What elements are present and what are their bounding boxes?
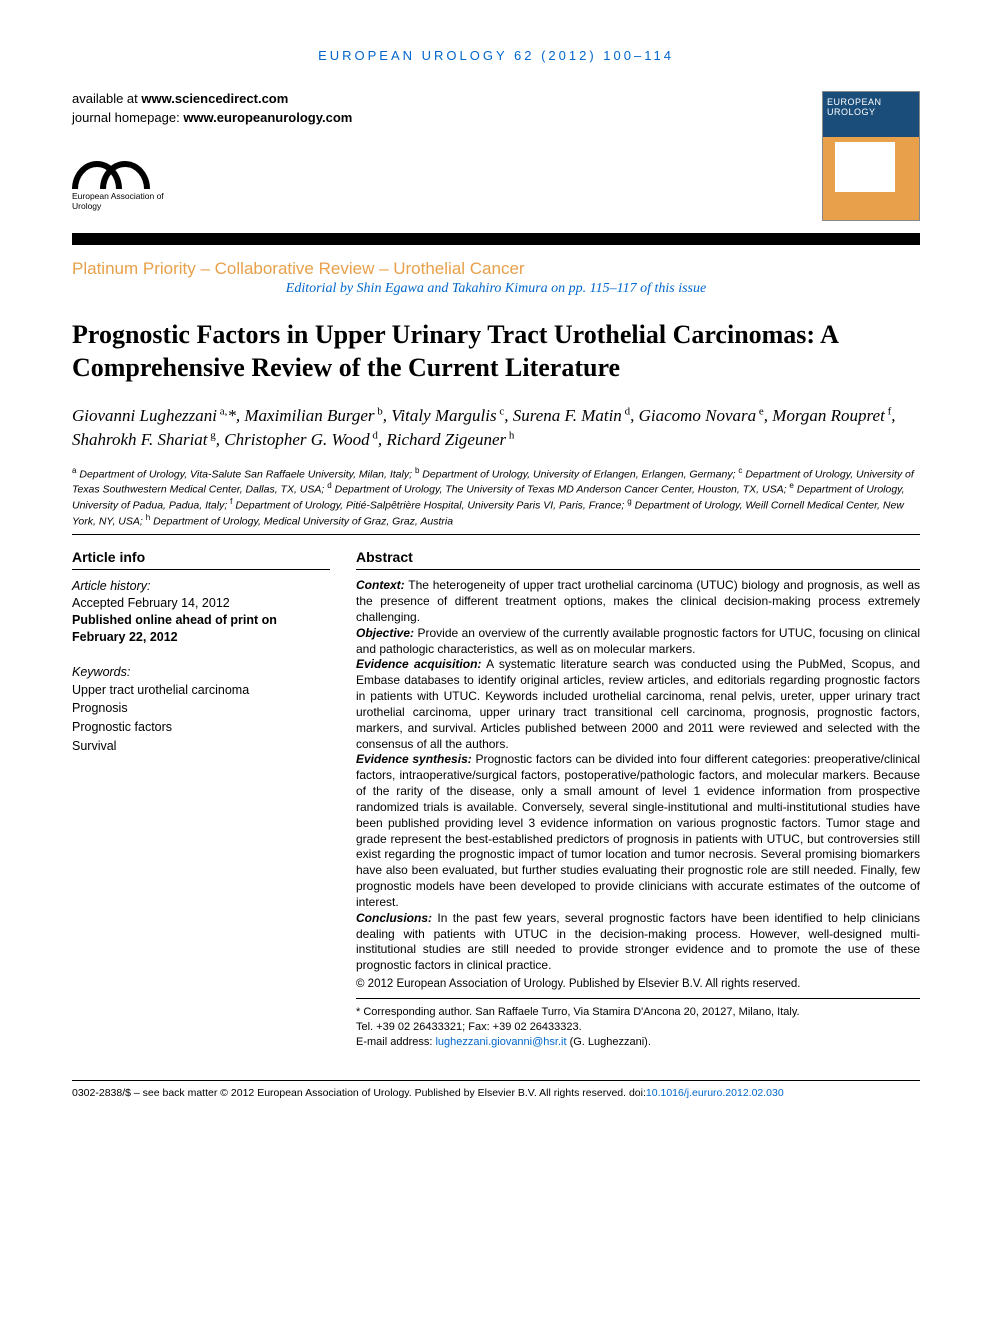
abstract-section-text: Prognostic factors can be divided into f…	[356, 752, 920, 908]
abstract-section-label: Objective:	[356, 626, 414, 640]
published-online: Published online ahead of print on Febru…	[72, 612, 330, 646]
article-history-block: Article history: Accepted February 14, 2…	[72, 578, 330, 646]
keyword-item: Prognostic factors	[72, 718, 330, 737]
abstract-section-text: The heterogeneity of upper tract urothel…	[356, 578, 920, 624]
affiliations: a Department of Urology, Vita-Salute San…	[72, 466, 920, 529]
abstract-section: Objective: Provide an overview of the cu…	[356, 626, 920, 658]
eau-logo: European Association of Urology	[72, 149, 164, 209]
homepage-prefix: journal homepage:	[72, 110, 183, 125]
keywords-block: Keywords: Upper tract urothelial carcino…	[72, 664, 330, 756]
corr-line2: Tel. +39 02 26433321; Fax: +39 02 264333…	[356, 1020, 920, 1035]
eau-logo-caption: European Association of Urology	[72, 191, 164, 211]
corr-line1: * Corresponding author. San Raffaele Tur…	[356, 1005, 920, 1020]
abstract-section-text: In the past few years, several prognosti…	[356, 911, 920, 972]
footer-text: 0302-2838/$ – see back matter © 2012 Eur…	[72, 1081, 920, 1099]
abstract-section: Evidence acquisition: A systematic liter…	[356, 657, 920, 752]
article-title: Prognostic Factors in Upper Urinary Trac…	[72, 319, 920, 384]
thick-divider	[72, 233, 920, 245]
editorial-note: Editorial by Shin Egawa and Takahiro Kim…	[72, 281, 920, 297]
journal-reference: EUROPEAN UROLOGY 62 (2012) 100–114	[72, 48, 920, 63]
eau-logo-icon	[72, 149, 142, 189]
abstract-section-label: Conclusions:	[356, 911, 432, 925]
footer-doi-link[interactable]: 10.1016/j.eururo.2012.02.030	[646, 1087, 784, 1099]
available-prefix: available at	[72, 91, 141, 106]
abstract-section: Context: The heterogeneity of upper trac…	[356, 578, 920, 625]
rule-above-body	[72, 534, 920, 535]
article-section-type: Platinum Priority – Collaborative Review…	[72, 259, 920, 279]
corr-email-label: E-mail address:	[356, 1036, 435, 1048]
corresponding-author-block: * Corresponding author. San Raffaele Tur…	[356, 998, 920, 1050]
accepted-date: Accepted February 14, 2012	[72, 595, 330, 612]
keyword-item: Prognosis	[72, 699, 330, 718]
available-site: www.sciencedirect.com	[141, 91, 288, 106]
keywords-label: Keywords:	[72, 664, 330, 681]
abstract-copyright: © 2012 European Association of Urology. …	[356, 978, 920, 990]
available-at: available at www.sciencedirect.com	[72, 91, 822, 106]
abstract-section-text: Provide an overview of the currently ava…	[356, 626, 920, 656]
abstract-section-label: Evidence synthesis:	[356, 752, 472, 766]
header-row: available at www.sciencedirect.com journ…	[72, 91, 920, 221]
article-history-label: Article history:	[72, 578, 330, 595]
homepage-site: www.europeanurology.com	[183, 110, 352, 125]
keyword-item: Survival	[72, 737, 330, 756]
corr-email-suffix: (G. Lughezzani).	[567, 1036, 651, 1048]
corr-email-link[interactable]: lughezzani.giovanni@hsr.it	[435, 1036, 566, 1048]
abstract-section: Conclusions: In the past few years, seve…	[356, 911, 920, 974]
keyword-item: Upper tract urothelial carcinoma	[72, 681, 330, 700]
footer-prefix: 0302-2838/$ – see back matter © 2012 Eur…	[72, 1087, 646, 1099]
abstract-section-label: Context:	[356, 578, 405, 592]
journal-cover-thumbnail	[822, 91, 920, 221]
author-list: Giovanni Lughezzani a,*, Maximilian Burg…	[72, 404, 920, 452]
abstract-section-label: Evidence acquisition:	[356, 657, 481, 671]
journal-homepage: journal homepage: www.europeanurology.co…	[72, 110, 822, 125]
abstract-body: Context: The heterogeneity of upper trac…	[356, 578, 920, 974]
article-info-heading: Article info	[72, 549, 330, 570]
abstract-section: Evidence synthesis: Prognostic factors c…	[356, 752, 920, 910]
abstract-heading: Abstract	[356, 549, 920, 570]
